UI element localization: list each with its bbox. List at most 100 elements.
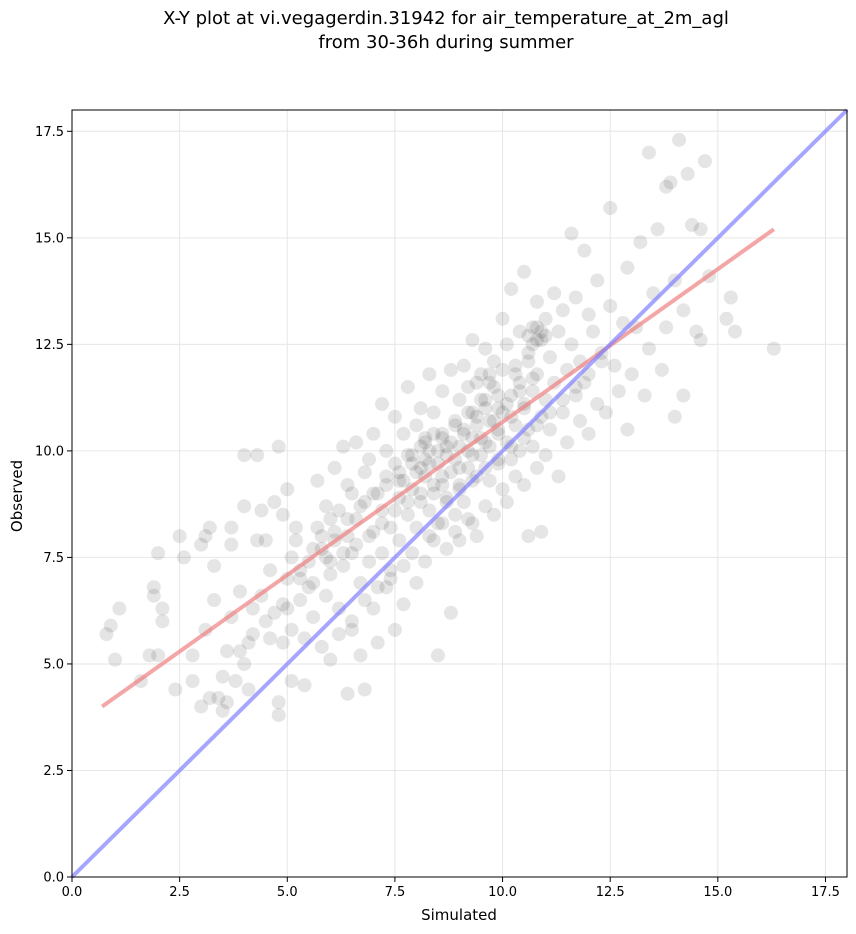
scatter-point <box>465 448 480 463</box>
scatter-point <box>486 379 501 394</box>
scatter-point <box>366 486 381 501</box>
scatter-point <box>319 550 334 565</box>
scatter-point <box>530 460 544 475</box>
scatter-point <box>728 324 743 339</box>
scatter-point <box>534 333 549 348</box>
regression-line <box>100 227 775 709</box>
scatter-point <box>383 571 398 586</box>
x-axis-label: Simulated <box>421 906 497 924</box>
scatter-point <box>418 554 433 569</box>
scatter-point <box>469 409 484 424</box>
scatter-point <box>362 452 377 467</box>
x-tick-label: 2.5 <box>169 885 190 900</box>
scatter-point <box>435 477 450 492</box>
scatter-point <box>443 435 458 450</box>
scatter-point <box>237 656 252 671</box>
scatter-point <box>482 414 497 429</box>
scatter-point <box>624 367 639 382</box>
identity-line <box>70 108 849 879</box>
scatter-point <box>151 648 166 663</box>
scatter-point <box>319 499 334 514</box>
scatter-point <box>224 520 239 535</box>
scatter-point <box>280 482 295 497</box>
scatter-point <box>486 507 501 522</box>
scatter-point <box>590 397 605 412</box>
scatter-point <box>194 699 209 714</box>
scatter-point <box>534 524 549 539</box>
scatter-point <box>293 571 308 586</box>
scatter-point <box>499 495 514 510</box>
y-tick-label: 7.5 <box>43 551 64 566</box>
scatter-point <box>310 473 325 488</box>
scatter-point <box>560 435 575 450</box>
scatter-point <box>357 495 372 510</box>
scatter-point <box>530 294 544 309</box>
scatter-point <box>641 341 656 356</box>
scatter-point <box>336 558 351 573</box>
scatter-point <box>620 422 635 437</box>
scatter-point <box>344 486 359 501</box>
scatter-point <box>288 520 303 535</box>
scatter-point <box>443 362 458 377</box>
scatter-point <box>685 218 699 233</box>
x-tick-label: 17.5 <box>811 885 840 900</box>
scatter-point <box>357 682 372 697</box>
scatter-point <box>680 166 695 181</box>
scatter-point <box>577 375 592 390</box>
scatter-point <box>112 601 127 616</box>
scatter-point <box>366 426 381 441</box>
scatter-point <box>426 426 441 441</box>
scatter-point <box>461 460 476 475</box>
scatter-point <box>547 286 562 301</box>
scatter-point <box>603 201 618 216</box>
scatter-point <box>353 499 368 514</box>
scatter-point <box>491 401 506 416</box>
scatter-point <box>103 618 118 633</box>
scatter-point <box>435 516 450 531</box>
scatter-point <box>418 435 433 450</box>
scatter-point <box>461 379 476 394</box>
scatter-point <box>379 469 394 484</box>
scatter-point <box>611 384 626 399</box>
scatter-point <box>422 443 437 458</box>
y-tick-label: 15.0 <box>35 231 64 246</box>
scatter-point <box>568 290 583 305</box>
scatter-point <box>319 588 334 603</box>
scatter-point <box>517 264 532 279</box>
scatter-point <box>275 597 290 612</box>
scatter-point <box>306 575 321 590</box>
scatter-point <box>405 546 420 561</box>
scatter-point <box>577 243 592 258</box>
scatter-point <box>469 529 484 544</box>
scatter-point <box>607 358 622 373</box>
scatter-point <box>271 439 286 454</box>
scatter-point <box>495 482 510 497</box>
scatter-point <box>383 520 398 535</box>
scatter-point <box>521 328 536 343</box>
scatter-point <box>172 529 187 544</box>
scatter-point <box>461 512 476 527</box>
scatter-point <box>512 324 527 339</box>
scatter-point <box>448 507 463 522</box>
scatter-point <box>370 580 385 595</box>
scatter-point <box>637 388 652 403</box>
scatter-point <box>465 333 480 348</box>
scatter-point <box>323 512 338 527</box>
x-tick-label: 15.0 <box>703 885 732 900</box>
scatter-point <box>293 593 308 608</box>
y-tick-label: 5.0 <box>43 657 64 672</box>
scatter-point <box>482 367 497 382</box>
scatter-point <box>465 405 480 420</box>
scatter-point <box>301 580 316 595</box>
scatter-point <box>663 175 678 190</box>
scatter-point <box>413 486 428 501</box>
scatter-point <box>474 392 489 407</box>
scatter-point <box>400 379 415 394</box>
scatter-point <box>224 537 239 552</box>
scatter-point <box>443 605 458 620</box>
scatter-point <box>598 405 613 420</box>
scatter-point <box>232 584 247 599</box>
scatter-point <box>693 333 708 348</box>
x-tick-label: 7.5 <box>385 885 406 900</box>
scatter-point <box>590 273 605 288</box>
